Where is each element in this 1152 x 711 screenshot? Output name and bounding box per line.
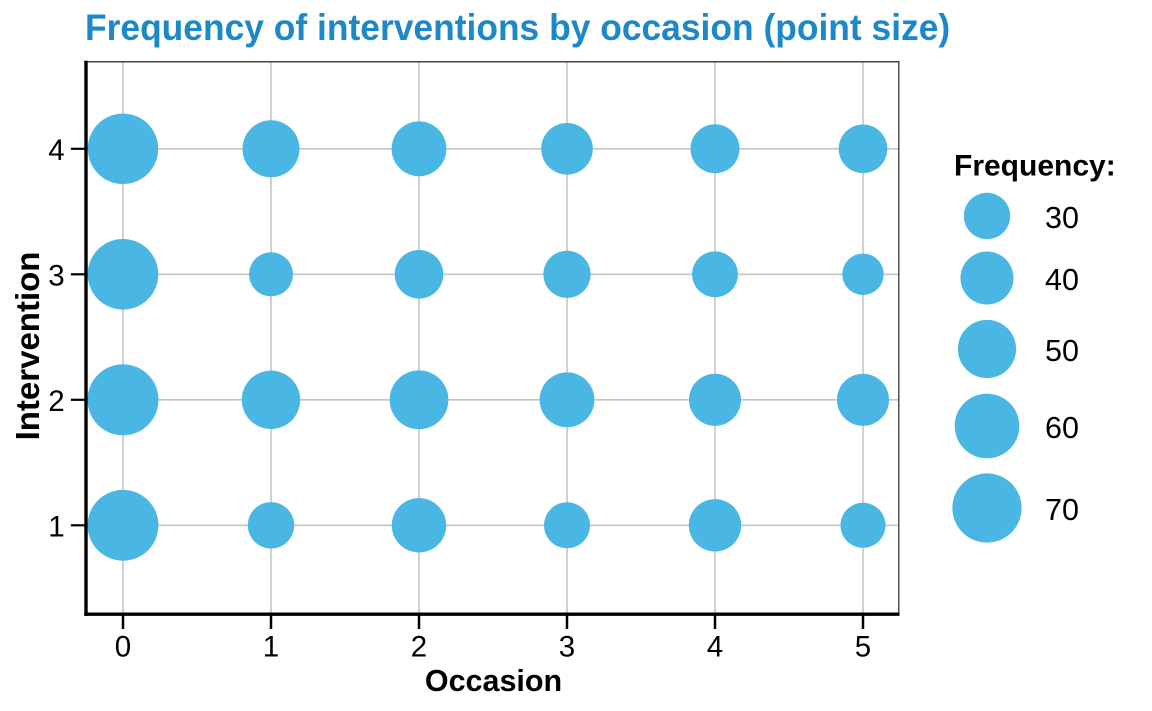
svg-text:Frequency:: Frequency: <box>954 149 1116 182</box>
svg-text:70: 70 <box>1045 493 1079 527</box>
svg-text:Occasion: Occasion <box>425 664 562 698</box>
svg-text:Frequency of interventions by: Frequency of interventions by occasion (… <box>85 7 950 49</box>
svg-text:1: 1 <box>263 631 279 664</box>
svg-text:30: 30 <box>1045 201 1079 235</box>
svg-text:1: 1 <box>48 510 64 543</box>
svg-text:40: 40 <box>1045 263 1079 297</box>
svg-text:5: 5 <box>855 631 871 664</box>
svg-text:3: 3 <box>559 631 575 664</box>
svg-text:50: 50 <box>1045 334 1079 368</box>
svg-text:0: 0 <box>115 631 131 664</box>
svg-text:Intervention: Intervention <box>9 252 46 441</box>
svg-text:4: 4 <box>48 134 64 167</box>
svg-text:2: 2 <box>48 385 64 418</box>
svg-text:3: 3 <box>48 259 64 292</box>
svg-text:4: 4 <box>707 631 723 664</box>
svg-text:2: 2 <box>411 631 427 664</box>
svg-text:60: 60 <box>1045 411 1079 445</box>
